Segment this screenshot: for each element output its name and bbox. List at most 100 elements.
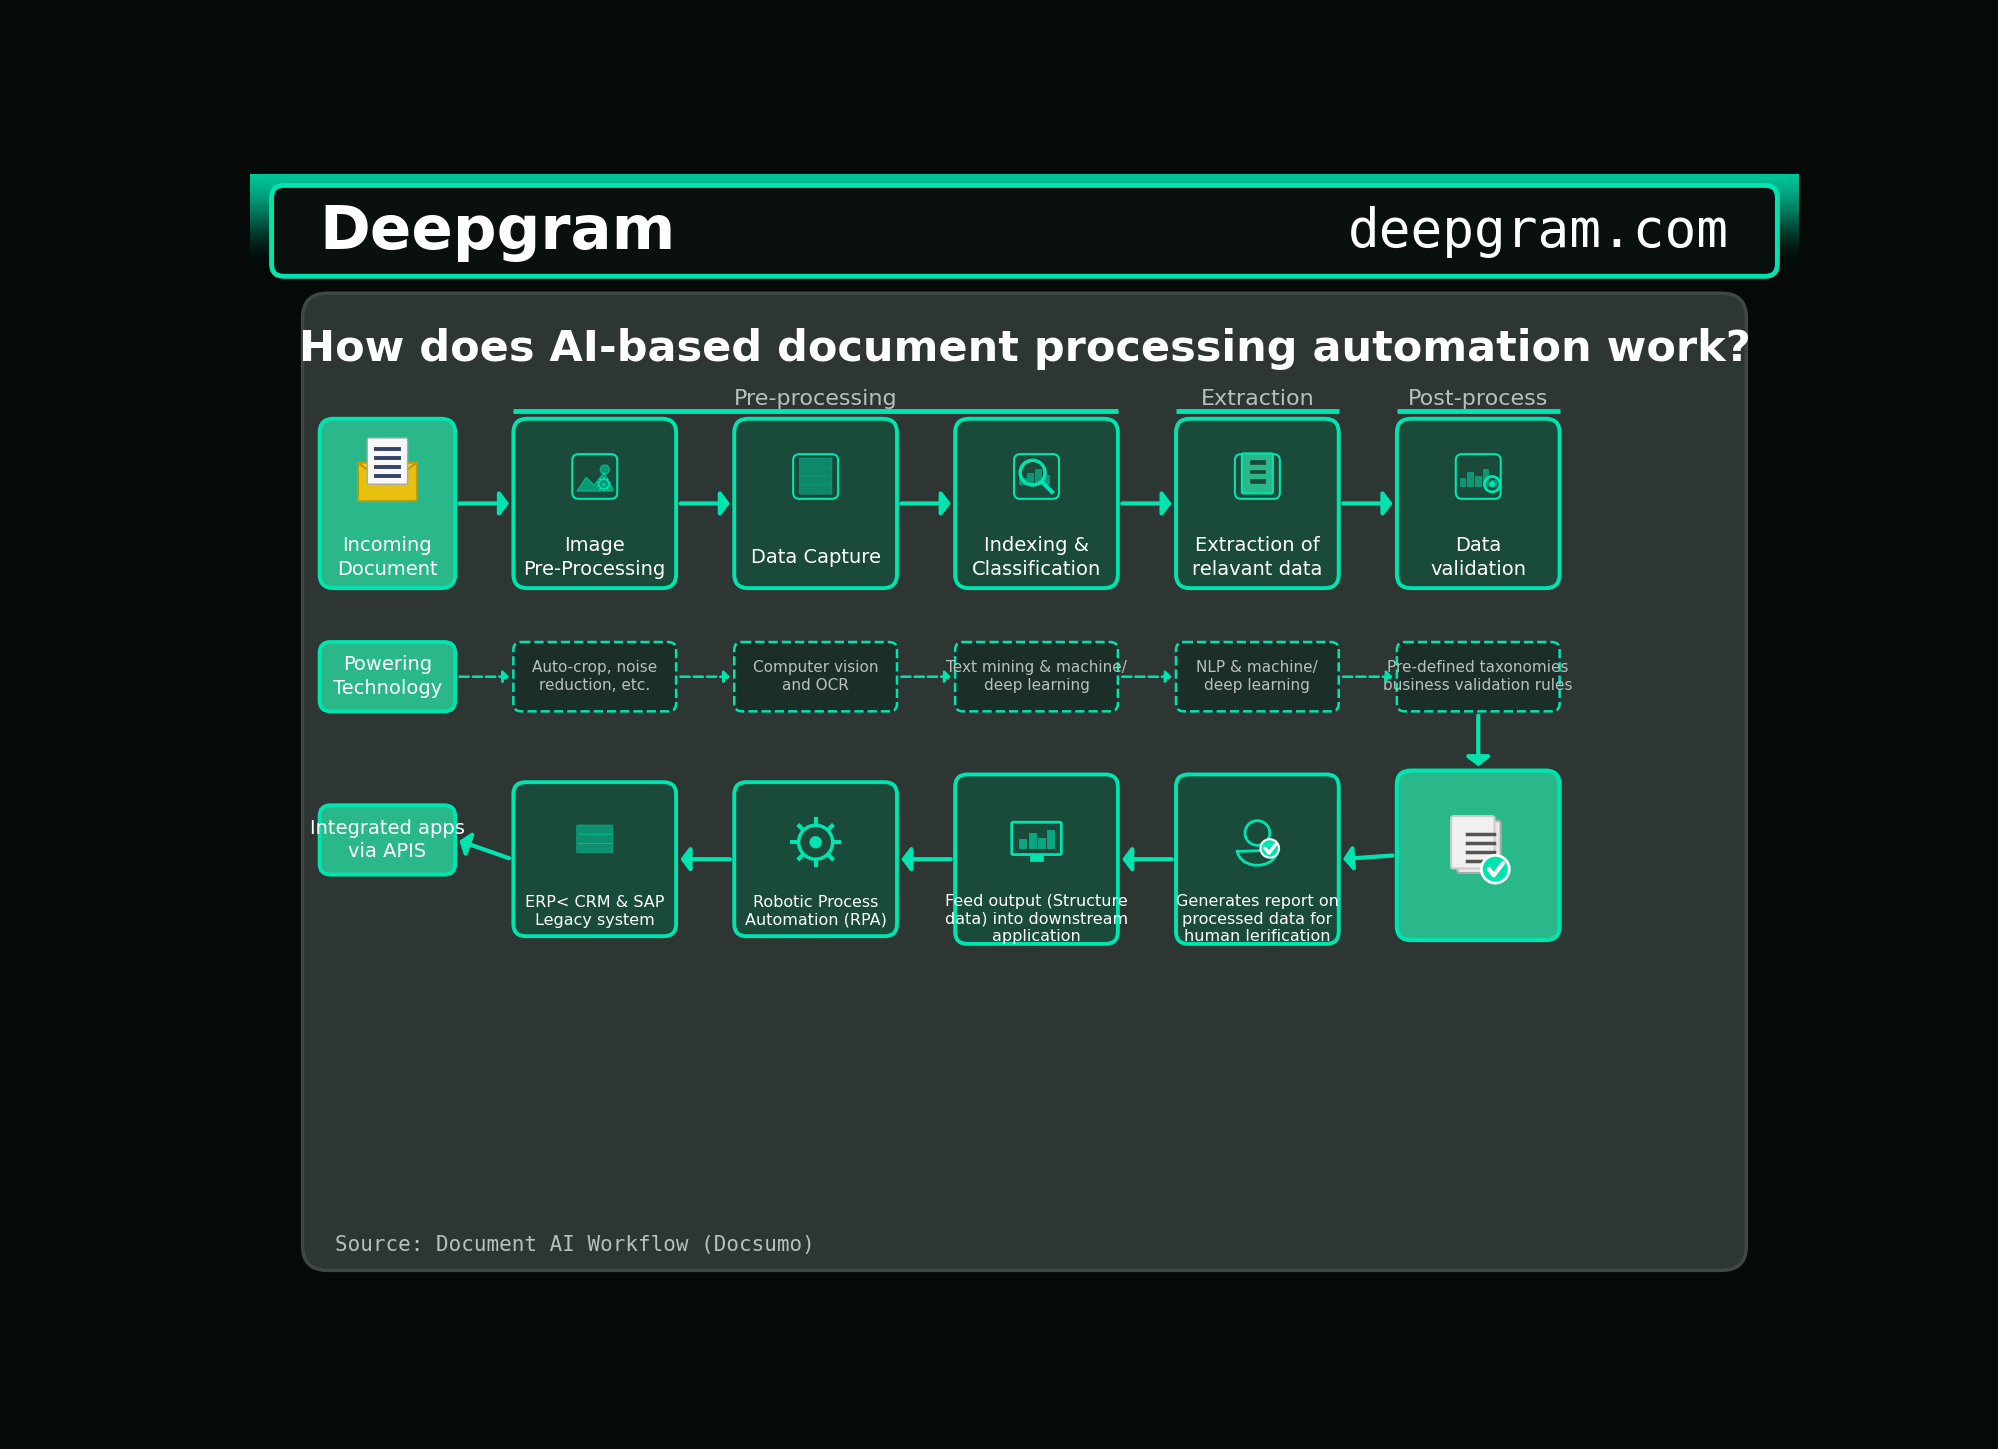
Text: Feed output (Structure
data) into downstream
application: Feed output (Structure data) into downst… [945, 894, 1127, 945]
FancyBboxPatch shape [1455, 454, 1500, 498]
FancyBboxPatch shape [733, 642, 897, 711]
Bar [250, 174, 1798, 201]
FancyBboxPatch shape [1235, 454, 1279, 498]
FancyBboxPatch shape [1397, 419, 1558, 588]
Circle shape [1245, 820, 1269, 845]
Bar [1037, 838, 1045, 849]
FancyBboxPatch shape [575, 824, 613, 835]
Bar [250, 174, 1798, 256]
Polygon shape [358, 462, 418, 501]
Text: deepgram.com: deepgram.com [1349, 206, 1728, 258]
Bar [250, 174, 1798, 204]
Bar [250, 174, 1798, 248]
Bar [250, 174, 1798, 217]
Bar [250, 174, 1798, 227]
Text: Data Capture: Data Capture [751, 548, 881, 567]
FancyBboxPatch shape [1457, 820, 1500, 874]
FancyBboxPatch shape [733, 782, 897, 936]
Text: Deepgram: Deepgram [320, 203, 675, 262]
FancyBboxPatch shape [799, 485, 831, 494]
Bar [1475, 477, 1481, 485]
FancyBboxPatch shape [1397, 642, 1558, 711]
FancyBboxPatch shape [1175, 419, 1339, 588]
Bar [1029, 855, 1043, 861]
Bar [250, 174, 1798, 178]
Circle shape [1489, 481, 1495, 487]
Polygon shape [577, 472, 611, 491]
Bar [250, 174, 1798, 193]
Bar [250, 174, 1798, 236]
FancyBboxPatch shape [320, 806, 456, 875]
Circle shape [1481, 855, 1508, 882]
Bar [250, 174, 1798, 262]
Bar [250, 174, 1798, 252]
FancyBboxPatch shape [799, 467, 831, 475]
Text: Computer vision
and OCR: Computer vision and OCR [753, 661, 877, 693]
Bar [250, 174, 1798, 267]
Bar [250, 174, 1798, 197]
Circle shape [809, 836, 821, 849]
Text: Image
Pre-Processing: Image Pre-Processing [523, 536, 665, 580]
Text: ERP< CRM & SAP
Legacy system: ERP< CRM & SAP Legacy system [525, 895, 663, 927]
Bar [250, 174, 1798, 241]
Text: Incoming
Document: Incoming Document [338, 536, 438, 580]
Bar [250, 174, 1798, 216]
Bar [1249, 461, 1265, 464]
Bar [1029, 833, 1035, 849]
Bar [1047, 830, 1053, 849]
Text: Pre-defined taxonomies
business validation rules: Pre-defined taxonomies business validati… [1383, 661, 1572, 693]
Polygon shape [358, 462, 418, 484]
Bar [250, 174, 1798, 177]
Bar [250, 174, 1798, 206]
Text: Post-process: Post-process [1407, 388, 1548, 409]
Bar [250, 174, 1798, 259]
Bar [250, 174, 1798, 225]
Text: Generates report on
processed data for
human lerification: Generates report on processed data for h… [1175, 894, 1339, 945]
Bar [250, 174, 1798, 255]
Text: Robotic Process
Automation (RPA): Robotic Process Automation (RPA) [745, 895, 887, 927]
FancyBboxPatch shape [272, 185, 1776, 277]
Bar [1035, 469, 1041, 484]
FancyBboxPatch shape [793, 454, 837, 498]
Circle shape [1261, 839, 1279, 858]
Text: Text mining & machine/
deep learning: Text mining & machine/ deep learning [945, 661, 1127, 693]
FancyBboxPatch shape [1451, 816, 1495, 868]
Bar [250, 174, 1798, 200]
FancyBboxPatch shape [571, 454, 617, 498]
Bar [250, 174, 1798, 222]
FancyBboxPatch shape [799, 477, 831, 485]
Text: Powering
Technology: Powering Technology [332, 655, 442, 698]
Text: Auto-crop, noise
reduction, etc.: Auto-crop, noise reduction, etc. [531, 661, 657, 693]
Bar [1467, 472, 1473, 485]
Bar [250, 174, 1798, 213]
Text: Pre-processing: Pre-processing [733, 388, 897, 409]
FancyBboxPatch shape [1175, 774, 1339, 943]
FancyBboxPatch shape [955, 774, 1117, 943]
Bar [250, 174, 1798, 181]
Bar [250, 174, 1798, 190]
FancyBboxPatch shape [1241, 454, 1273, 494]
Bar [250, 174, 1798, 209]
Bar [1019, 839, 1025, 849]
Bar [1483, 469, 1489, 485]
FancyBboxPatch shape [733, 419, 897, 588]
Bar [250, 174, 1798, 239]
Bar [250, 174, 1798, 232]
FancyBboxPatch shape [513, 782, 675, 936]
Text: Extraction: Extraction [1201, 388, 1313, 409]
FancyBboxPatch shape [1175, 642, 1339, 711]
FancyBboxPatch shape [513, 419, 675, 588]
FancyBboxPatch shape [1397, 771, 1558, 940]
Text: Source: Document AI Workflow (Docsumo): Source: Document AI Workflow (Docsumo) [336, 1235, 815, 1255]
Bar [250, 174, 1798, 194]
FancyBboxPatch shape [1011, 822, 1061, 855]
Bar [1043, 475, 1049, 484]
Text: How does AI-based document processing automation work?: How does AI-based document processing au… [298, 329, 1750, 371]
Bar [1249, 469, 1265, 474]
FancyBboxPatch shape [320, 419, 456, 588]
Text: ⚙: ⚙ [593, 477, 611, 496]
FancyBboxPatch shape [302, 293, 1746, 1271]
FancyBboxPatch shape [320, 642, 456, 711]
Circle shape [599, 465, 609, 474]
FancyBboxPatch shape [575, 835, 613, 843]
